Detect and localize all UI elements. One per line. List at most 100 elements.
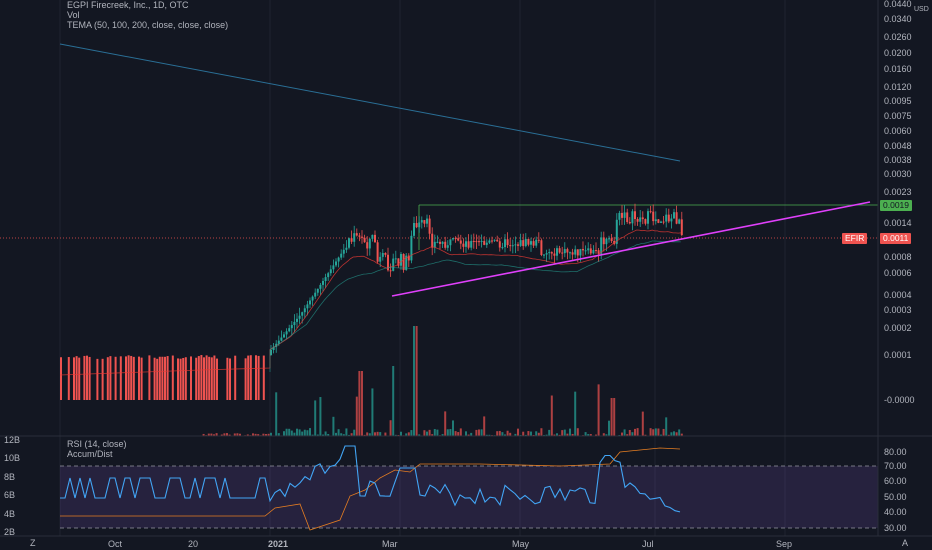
candle bbox=[324, 277, 327, 281]
volume-bar bbox=[660, 434, 662, 436]
candle bbox=[363, 237, 366, 243]
volume-bar bbox=[202, 433, 205, 436]
rsi-pane[interactable] bbox=[60, 445, 878, 531]
volume-bar bbox=[446, 429, 449, 436]
time-axis[interactable]: Oct 20 2021 Mar May Jul Sep bbox=[108, 539, 792, 549]
rsi-tick-label: 30.00 bbox=[884, 523, 907, 533]
rsi-axis[interactable]: 80.00 70.00 60.00 50.00 40.00 30.00 bbox=[884, 447, 907, 533]
volume-bar bbox=[483, 416, 486, 436]
candle bbox=[75, 356, 78, 400]
volume-bar bbox=[680, 433, 683, 436]
candle bbox=[545, 253, 548, 255]
candle bbox=[519, 240, 522, 246]
volume-bar bbox=[301, 431, 304, 436]
candle bbox=[285, 331, 288, 335]
volume-bar bbox=[275, 392, 278, 436]
corner-label-left[interactable]: Z bbox=[30, 538, 36, 548]
candle bbox=[509, 245, 512, 247]
volume-bar bbox=[210, 433, 213, 436]
candle bbox=[88, 356, 91, 400]
support-trendline[interactable] bbox=[391, 201, 871, 297]
candle bbox=[615, 219, 618, 244]
volume-bar bbox=[285, 428, 288, 436]
candle bbox=[470, 240, 473, 248]
candle bbox=[543, 254, 545, 256]
candle bbox=[125, 356, 127, 400]
candle bbox=[78, 357, 81, 400]
volume-bar bbox=[348, 434, 350, 436]
candle bbox=[457, 238, 460, 241]
volume-bar bbox=[384, 432, 387, 436]
rsi-legend: RSI (14, close) bbox=[67, 439, 127, 449]
volume-bar bbox=[213, 434, 215, 436]
candle bbox=[371, 234, 374, 239]
rsi-tick-label: 60.00 bbox=[884, 476, 907, 486]
volume-bar bbox=[654, 428, 657, 436]
candle bbox=[639, 217, 642, 222]
volume-bar bbox=[366, 432, 369, 436]
rsi-tick-label: 50.00 bbox=[884, 492, 907, 502]
candle bbox=[652, 211, 655, 222]
volume-bar bbox=[306, 430, 309, 436]
volume-bar bbox=[277, 433, 280, 436]
candle bbox=[472, 240, 475, 242]
candle bbox=[158, 356, 161, 400]
candle bbox=[389, 270, 392, 272]
volume-bar bbox=[457, 432, 460, 436]
time-tick-label: Sep bbox=[776, 539, 792, 549]
volume-bar bbox=[587, 434, 590, 436]
volume-bar bbox=[548, 429, 551, 436]
corner-label-right[interactable]: A bbox=[902, 538, 908, 548]
volume-bar bbox=[311, 434, 314, 436]
volume-bar bbox=[283, 431, 285, 436]
candle bbox=[392, 258, 395, 271]
volume-bar bbox=[626, 434, 629, 436]
candle bbox=[548, 252, 551, 254]
candle bbox=[433, 241, 436, 248]
candle bbox=[182, 357, 185, 400]
rsi-band-fill bbox=[60, 466, 878, 528]
volume-bar bbox=[610, 398, 613, 436]
candle bbox=[462, 243, 465, 247]
candle bbox=[400, 254, 402, 266]
volume-bar bbox=[441, 434, 444, 436]
volume-bar bbox=[392, 366, 395, 436]
price-axis[interactable]: 0.0440 0.0340 0.0260 0.0200 0.0160 0.0120 0.00… bbox=[884, 0, 915, 405]
candle bbox=[249, 355, 252, 400]
candle bbox=[303, 308, 306, 313]
volume-bar bbox=[522, 431, 525, 436]
candle bbox=[418, 222, 421, 228]
price-pane[interactable] bbox=[0, 0, 878, 536]
price-tick-label: 0.0023 bbox=[884, 187, 912, 197]
candle bbox=[561, 252, 564, 254]
chart-title: EGPI Firecreek, Inc., 1D, OTC bbox=[67, 0, 189, 10]
candle bbox=[247, 355, 250, 400]
candle bbox=[257, 355, 260, 400]
candle bbox=[415, 223, 418, 228]
volume-bar bbox=[605, 434, 608, 436]
candle bbox=[114, 356, 117, 400]
candle bbox=[675, 212, 678, 224]
candle bbox=[179, 358, 182, 400]
candle bbox=[106, 357, 109, 400]
volume-tick-label: 12B bbox=[4, 435, 20, 445]
volume-bar bbox=[621, 432, 623, 436]
price-tick-label: 0.0004 bbox=[884, 290, 912, 300]
candle bbox=[631, 211, 634, 224]
time-tick-label: Mar bbox=[382, 539, 398, 549]
candle bbox=[164, 356, 166, 400]
volume-bar bbox=[407, 432, 410, 436]
candle bbox=[524, 238, 527, 247]
candle bbox=[140, 357, 143, 400]
volume-bar bbox=[400, 431, 402, 436]
volume-bar bbox=[239, 433, 241, 436]
candle bbox=[96, 358, 99, 400]
volume-bar bbox=[246, 434, 249, 436]
volume-bar bbox=[452, 420, 454, 436]
candle bbox=[660, 221, 662, 223]
price-tick-label: 0.0030 bbox=[884, 169, 912, 179]
price-tick-label: 0.0120 bbox=[884, 82, 912, 92]
volume-bar bbox=[530, 431, 532, 436]
volume-bar bbox=[675, 432, 678, 436]
